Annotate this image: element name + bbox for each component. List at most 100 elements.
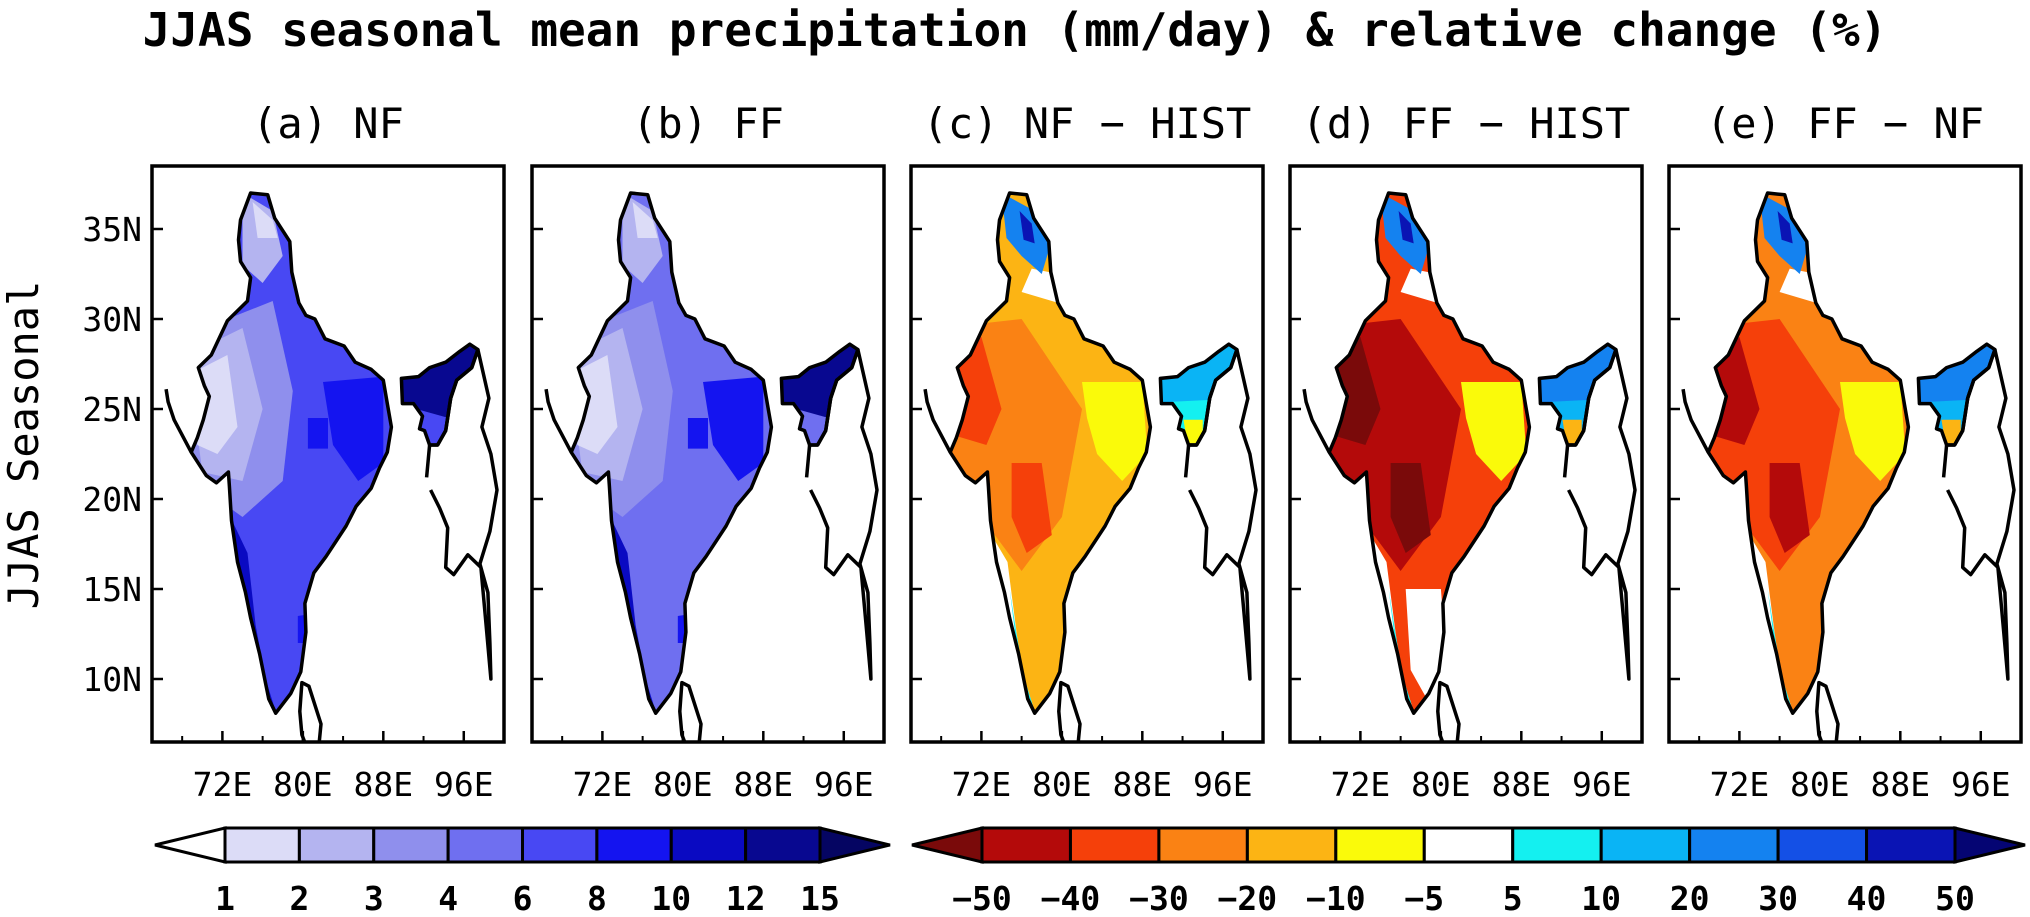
pakistan-coast	[1681, 388, 1710, 454]
panel-d: (d) FF − HIST 72E 80E 88E 96E	[1288, 99, 1644, 804]
panel-title: (c) NF − HIST	[923, 99, 1252, 148]
panel-title: (a) NF	[252, 99, 404, 148]
colorbar-box	[1157, 826, 1249, 864]
x-tick-label: 96E	[1572, 765, 1632, 804]
x-tick-label: 96E	[1193, 765, 1253, 804]
colorbar-box	[372, 826, 450, 864]
contour-region	[230, 517, 276, 712]
coastline	[923, 191, 1258, 742]
panel-title: (b) FF	[632, 99, 784, 148]
x-tick-label: 80E	[1411, 765, 1471, 804]
row-label: JJAS Seasonal	[0, 281, 48, 610]
colorbar-box	[1865, 826, 1957, 864]
colorbar-label: −5	[1404, 879, 1444, 917]
x-tick-label: 88E	[354, 765, 414, 804]
colorbar-box	[297, 826, 376, 864]
pakistan-coast	[923, 388, 952, 454]
panel-field	[571, 193, 858, 714]
x-tick-label: 88E	[1492, 765, 1552, 804]
contour-region	[610, 517, 656, 712]
colorbar-box	[1422, 826, 1515, 864]
colorbar-box	[446, 826, 524, 864]
colorbar-box	[669, 826, 748, 864]
colorbar-precip: 1 2 3 4 6 8 10 12 15	[154, 826, 891, 917]
contour-region	[1840, 382, 1906, 481]
myanmar-coast	[1183, 347, 1258, 681]
sri-lanka-outline	[678, 680, 703, 742]
contour-region	[307, 418, 328, 449]
x-tick-label: 96E	[434, 765, 494, 804]
colorbar-box	[1688, 826, 1780, 864]
x-tick-label: 72E	[573, 765, 633, 804]
colorbar-box	[1599, 826, 1692, 864]
colorbar-end-high	[818, 826, 891, 864]
x-tick-label: 88E	[1871, 765, 1931, 804]
colorbar-label: 40	[1847, 879, 1887, 917]
coastline	[544, 191, 879, 742]
india-outline	[189, 191, 394, 715]
contour-region	[1011, 463, 1052, 553]
colorbar-end-low	[911, 826, 984, 864]
coastline	[164, 191, 499, 742]
colorbar-label: 50	[1935, 879, 1975, 917]
panel-b: (b) FF 72E 80E 88E 96E	[530, 99, 886, 804]
colorbar-box	[223, 826, 301, 864]
contour-region	[252, 202, 278, 238]
contour-region	[1019, 211, 1035, 244]
contour-region	[1769, 463, 1810, 553]
panel-frame	[530, 164, 886, 744]
x-tick-label: 80E	[273, 765, 333, 804]
colorbar-label: 8	[587, 879, 607, 917]
x-tick-label: 96E	[1951, 765, 2011, 804]
colorbar-label: −40	[1041, 879, 1101, 917]
x-tick-label: 72E	[193, 765, 253, 804]
x-tick-label: 80E	[653, 765, 713, 804]
contour-region	[1777, 211, 1793, 244]
contour-region	[1390, 463, 1431, 553]
coastline	[1681, 191, 2016, 742]
colorbar-box	[1511, 826, 1603, 864]
colorbar-label: 2	[289, 879, 309, 917]
india-outline	[1327, 191, 1532, 715]
panels: (a) NF 72E 80E 88E 96E 35N 30N 25N 20N 15N 10N (b) …	[82, 99, 2023, 804]
colorbar-box	[521, 826, 599, 864]
colorbar-label: 10	[1581, 879, 1621, 917]
y-tick-label: 10N	[82, 660, 142, 699]
myanmar-coast	[804, 347, 879, 681]
colorbar-label: 5	[1503, 879, 1523, 917]
y-tick-label: 35N	[82, 210, 142, 249]
pakistan-coast	[164, 388, 193, 454]
x-tick-label: 88E	[734, 765, 794, 804]
colorbar-label: 1	[215, 879, 235, 917]
colorbar-box	[1245, 826, 1338, 864]
panel-frame	[1288, 164, 1644, 744]
sri-lanka-outline	[1815, 680, 1840, 742]
myanmar-coast	[424, 347, 499, 681]
sri-lanka-outline	[1436, 680, 1461, 742]
colorbar-change: −50 −40 −30 −20 −10 −5 5 10 20 30 40 50	[911, 826, 2026, 917]
india-outline	[948, 191, 1153, 715]
panel-frame	[1667, 164, 2023, 744]
contour-region	[1461, 382, 1527, 481]
colorbar-label: 15	[800, 879, 840, 917]
colorbar-box	[1776, 826, 1869, 864]
india-outline	[1706, 191, 1911, 715]
contour-region	[703, 376, 764, 481]
colorbar-label: 3	[364, 879, 384, 917]
colorbar-box	[595, 826, 673, 864]
x-tick-label: 80E	[1790, 765, 1850, 804]
myanmar-coast	[1562, 347, 1637, 681]
colorbar-box	[1334, 826, 1426, 864]
panel-field	[191, 193, 478, 714]
colorbar-label: −50	[952, 879, 1012, 917]
colorbar-label: −10	[1306, 879, 1366, 917]
colorbar-label: 10	[651, 879, 691, 917]
contour-region	[323, 376, 384, 481]
panel-title: (e) FF − NF	[1706, 99, 1984, 148]
colorbar-label: 30	[1758, 879, 1798, 917]
contour-region	[1183, 419, 1203, 445]
contour-region	[1398, 211, 1414, 244]
colorbar-box	[1068, 826, 1161, 864]
colorbar-label: 6	[513, 879, 533, 917]
